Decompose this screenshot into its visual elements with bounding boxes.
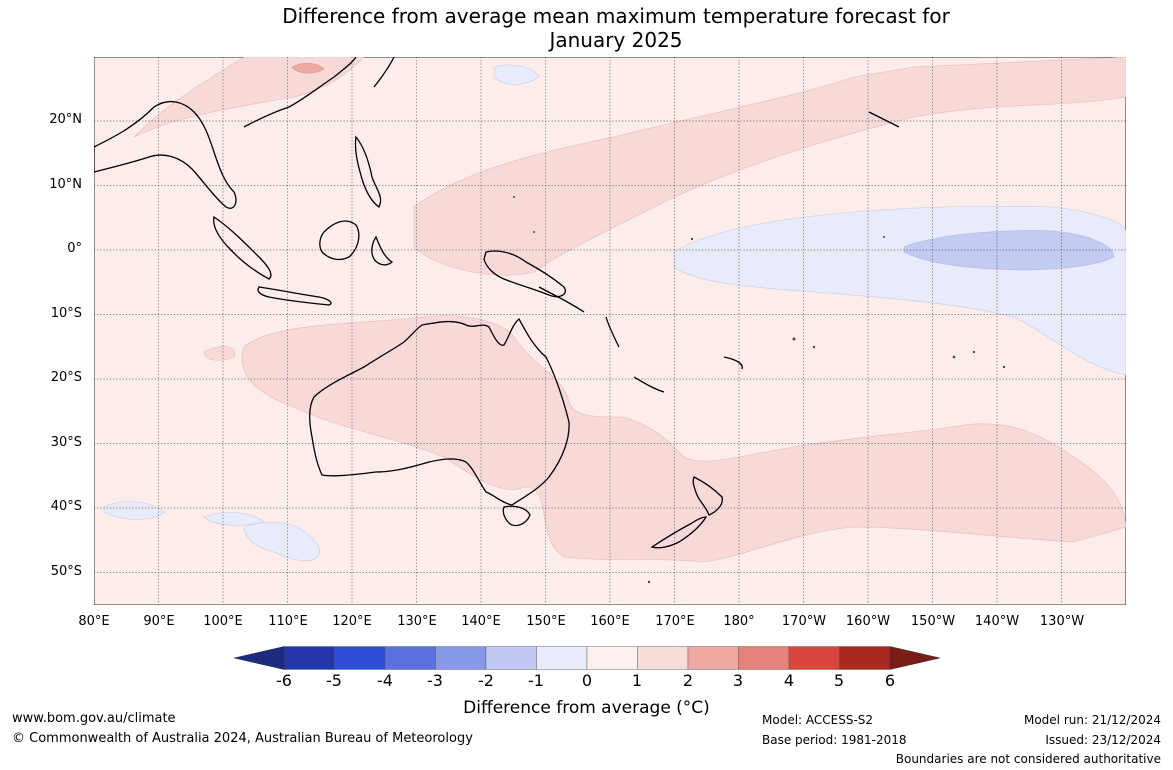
coast-sumatra (213, 215, 272, 280)
gridlines (94, 57, 1126, 605)
lat-label-50s: 50°S (50, 564, 82, 579)
coast-nz-north (692, 476, 723, 516)
footer-model-run: Model run: 21/12/2024 (1023, 713, 1161, 727)
coast-australia (308, 317, 570, 506)
lat-label-40s: 40°S (50, 499, 82, 514)
colorbar-cell-3 (435, 646, 487, 670)
colorbar-cell-2 (384, 646, 436, 670)
lon-label-80e: 80°E (78, 614, 110, 629)
colorbar-label: Difference from average (°C) (463, 698, 710, 718)
colorbar-cell-7 (637, 646, 689, 670)
lon-label-150e: 150°E (526, 614, 566, 629)
cbar-tick-minus1: -1 (528, 671, 544, 690)
title-line-2: January 2025 (549, 28, 683, 52)
colorbar-high-extend (889, 646, 940, 670)
warm-zone-pacific-north (413, 57, 1126, 276)
cbar-tick-5: 5 (833, 671, 845, 690)
footer-url: www.bom.gov.au/climate (12, 711, 176, 726)
warm-anomaly-areas (133, 57, 1126, 563)
warm-zone-australia (241, 315, 1126, 563)
lon-label-130w: 130°W (1039, 614, 1085, 629)
lon-label-170w: 170°W (781, 614, 827, 629)
lon-label-180: 180° (723, 614, 755, 629)
cool-zone-north (493, 64, 540, 85)
forecast-map (94, 57, 1126, 605)
colorbar-cell-6 (586, 646, 638, 670)
cbar-tick-2: 2 (682, 671, 694, 690)
footer-issued: Issued: 23/12/2024 (1045, 733, 1161, 747)
lat-label-10n: 10°N (49, 177, 82, 192)
lon-label-140w: 140°W (974, 614, 1020, 629)
coast-borneo (319, 220, 360, 261)
lon-label-150w: 150°W (910, 614, 956, 629)
colorbar (234, 646, 940, 670)
colorbar-cell-9 (738, 646, 790, 670)
lon-label-90e: 90°E (143, 614, 175, 629)
cool-zone-south-2 (203, 512, 265, 526)
cbar-tick-3: 3 (732, 671, 744, 690)
coast-philippines (354, 135, 382, 208)
colorbar-cell-10 (788, 646, 840, 670)
warm-zone-small-west (203, 346, 236, 361)
coast-new-caledonia (633, 376, 665, 393)
colorbar-low-extend (234, 646, 285, 670)
lon-label-100e: 100°E (203, 614, 243, 629)
lon-label-130e: 130°E (397, 614, 437, 629)
coast-sulawesi (371, 235, 394, 266)
lat-label-20n: 20°N (49, 112, 82, 127)
coast-fiji (723, 356, 743, 370)
cbar-tick-4: 4 (783, 671, 795, 690)
footer-base-period: Base period: 1981-2018 (762, 733, 907, 747)
cbar-tick-1: 1 (631, 671, 643, 690)
footer-copyright: © Commonwealth of Australia 2024, Austra… (12, 731, 473, 746)
cool-zone-south-3 (243, 521, 320, 561)
cbar-tick-minus4: -4 (377, 671, 393, 690)
colorbar-cell-5 (536, 646, 588, 670)
cool-zone-south-1 (103, 501, 165, 520)
warm-zone-strong (291, 63, 325, 74)
footer-model: Model: ACCESS-S2 (762, 713, 874, 727)
lon-label-140e: 140°E (461, 614, 501, 629)
lon-label-170e: 170°E (655, 614, 695, 629)
title-line-1: Difference from average mean maximum tem… (282, 4, 950, 28)
coast-china (243, 57, 357, 128)
cbar-tick-minus6: -6 (276, 671, 292, 690)
cbar-tick-0: 0 (581, 671, 593, 690)
coastlines (94, 57, 900, 549)
cbar-tick-minus2: -2 (478, 671, 494, 690)
lon-label-160e: 160°E (590, 614, 630, 629)
colorbar-cell-8 (687, 646, 739, 670)
colorbar-cell-0 (283, 646, 335, 670)
lat-label-10s: 10°S (50, 306, 82, 321)
cbar-tick-minus3: -3 (427, 671, 443, 690)
lon-label-120e: 120°E (332, 614, 372, 629)
warm-zone-asia (133, 57, 365, 138)
lon-label-110e: 110°E (268, 614, 308, 629)
colorbar-cells (283, 646, 891, 670)
lat-label-0: 0° (67, 241, 82, 256)
lat-label-30s: 30°S (50, 435, 82, 450)
small-islands (513, 196, 1006, 584)
footer-disclaimer: Boundaries are not considered authoritat… (895, 752, 1161, 766)
coast-tasmania (502, 505, 531, 527)
lat-label-20s: 20°S (50, 370, 82, 385)
colorbar-cell-1 (334, 646, 386, 670)
chart-title: Difference from average mean maximum tem… (0, 4, 1173, 52)
cbar-tick-minus5: -5 (326, 671, 342, 690)
coast-mainland-asia (94, 100, 237, 209)
coast-vanuatu (605, 316, 620, 348)
coast-japan (373, 57, 395, 88)
cbar-tick-6: 6 (884, 671, 896, 690)
coast-java (257, 286, 332, 306)
lon-label-160w: 160°W (845, 614, 891, 629)
colorbar-cell-4 (485, 646, 537, 670)
coast-new-guinea (483, 250, 566, 298)
coast-solomons (538, 286, 585, 313)
coast-hawaii (868, 111, 900, 128)
colorbar-cell-11 (839, 646, 891, 670)
coast-nz-south (650, 516, 708, 549)
